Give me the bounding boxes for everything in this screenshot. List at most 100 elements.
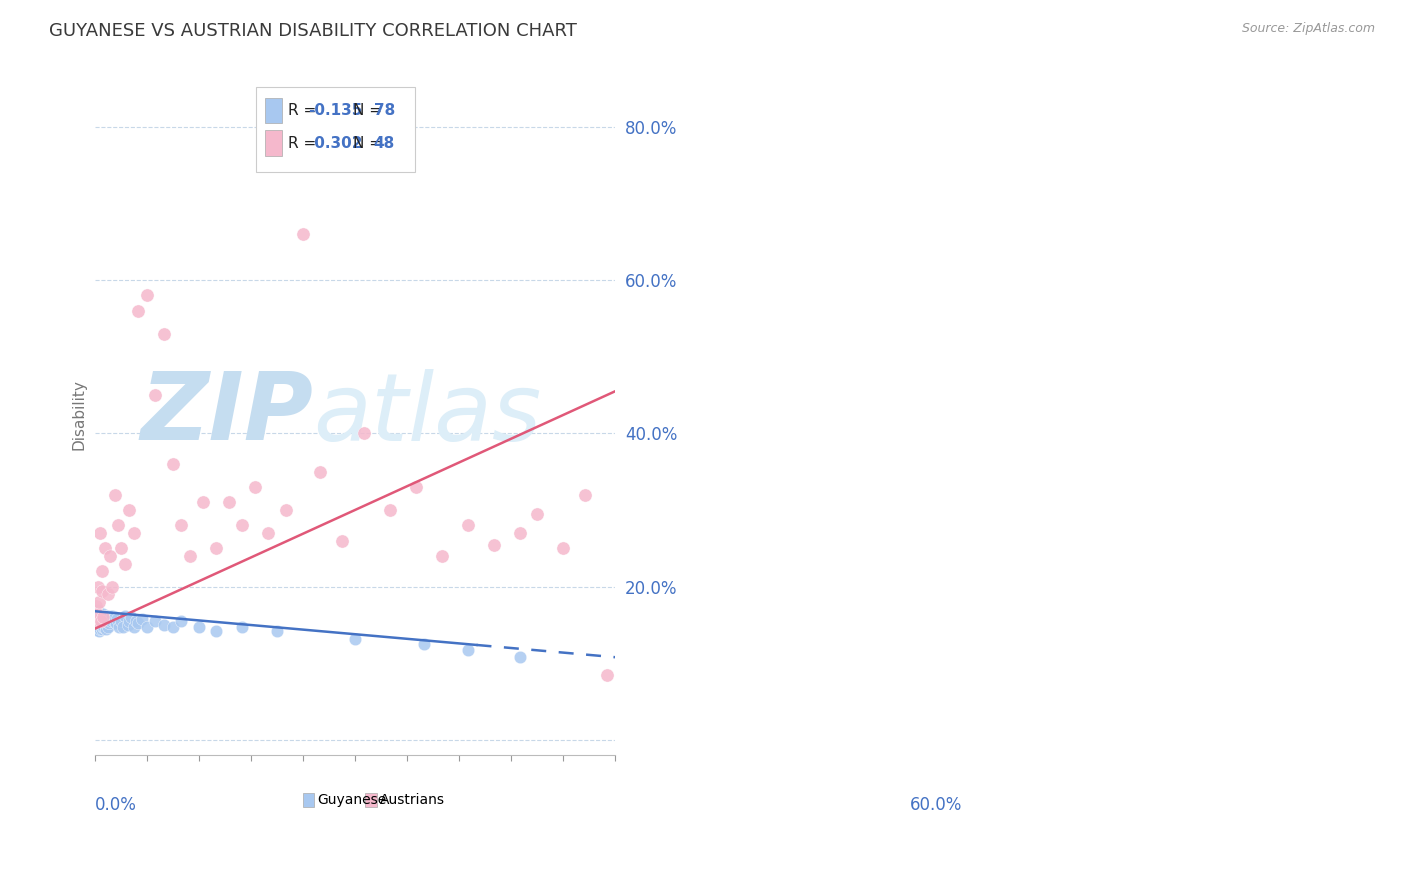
Point xyxy=(97,608,120,623)
Point xyxy=(266,624,288,639)
Y-axis label: Disability: Disability xyxy=(72,379,86,450)
Point xyxy=(509,650,531,665)
Point xyxy=(89,612,111,626)
Point xyxy=(84,608,107,623)
Point xyxy=(162,457,184,471)
Point xyxy=(87,607,110,621)
Point xyxy=(90,619,112,633)
Point xyxy=(170,614,193,628)
Point xyxy=(101,608,124,623)
Point xyxy=(127,616,149,631)
Text: R =: R = xyxy=(288,136,321,151)
Point xyxy=(114,557,136,571)
Point xyxy=(108,619,131,633)
Point xyxy=(143,614,166,628)
Point xyxy=(457,518,479,533)
Point xyxy=(86,612,108,626)
Point xyxy=(97,619,120,633)
Point xyxy=(84,599,107,613)
Text: atlas: atlas xyxy=(314,368,541,459)
Point xyxy=(205,624,228,639)
Point xyxy=(112,619,135,633)
Point xyxy=(84,614,107,628)
Point xyxy=(114,608,136,623)
Point xyxy=(187,619,209,633)
Point xyxy=(91,619,114,633)
Point xyxy=(98,549,121,563)
Point xyxy=(110,614,132,628)
Point xyxy=(353,426,375,441)
Point xyxy=(90,622,112,636)
Point xyxy=(122,619,145,633)
Point xyxy=(553,541,575,556)
Point xyxy=(93,608,115,623)
Point xyxy=(122,526,145,541)
Point xyxy=(482,537,505,551)
Text: 0.0%: 0.0% xyxy=(94,797,136,814)
Point xyxy=(98,612,121,626)
Point xyxy=(120,610,142,624)
FancyBboxPatch shape xyxy=(256,87,415,172)
Point xyxy=(97,587,120,601)
Point xyxy=(457,642,479,657)
Point xyxy=(179,549,201,563)
Point xyxy=(94,618,117,632)
Point xyxy=(86,610,108,624)
Point xyxy=(91,607,114,621)
Point xyxy=(100,614,122,628)
Point xyxy=(231,518,253,533)
Point xyxy=(97,612,120,626)
FancyBboxPatch shape xyxy=(366,793,377,806)
Point xyxy=(143,388,166,402)
Point xyxy=(94,608,117,623)
Point xyxy=(84,604,107,618)
Point xyxy=(90,614,112,628)
Text: 48: 48 xyxy=(374,136,395,151)
Point xyxy=(91,618,114,632)
Point xyxy=(89,607,111,621)
Point xyxy=(430,549,453,563)
FancyBboxPatch shape xyxy=(302,793,315,806)
Point xyxy=(86,624,108,638)
Point xyxy=(87,619,110,633)
Point xyxy=(87,595,110,609)
Point xyxy=(105,612,128,626)
Point xyxy=(103,610,125,624)
Point xyxy=(86,616,108,631)
Point xyxy=(595,668,617,682)
FancyBboxPatch shape xyxy=(264,130,281,156)
Text: GUYANESE VS AUSTRIAN DISABILITY CORRELATION CHART: GUYANESE VS AUSTRIAN DISABILITY CORRELAT… xyxy=(49,22,576,40)
Point xyxy=(405,480,427,494)
Point xyxy=(93,619,115,633)
Point xyxy=(135,619,157,633)
Point xyxy=(413,637,436,651)
Point xyxy=(94,541,117,556)
Point xyxy=(257,526,280,541)
Point xyxy=(86,607,108,621)
Point xyxy=(153,618,176,632)
Text: 78: 78 xyxy=(374,103,395,118)
Point xyxy=(153,326,176,341)
Text: -0.135: -0.135 xyxy=(308,103,363,118)
Point xyxy=(87,616,110,631)
Text: N =: N = xyxy=(353,136,387,151)
Point xyxy=(218,495,240,509)
Point xyxy=(94,622,117,636)
Text: Guyanese: Guyanese xyxy=(318,793,387,806)
Point xyxy=(110,541,132,556)
Point xyxy=(98,616,121,631)
Point xyxy=(84,619,107,633)
FancyBboxPatch shape xyxy=(264,97,281,123)
Point xyxy=(309,465,332,479)
Point xyxy=(84,618,107,632)
Point xyxy=(87,622,110,636)
Point xyxy=(90,608,112,623)
Point xyxy=(231,619,253,633)
Point xyxy=(125,614,148,628)
Point xyxy=(89,622,111,636)
Point xyxy=(343,632,366,646)
Point xyxy=(91,610,114,624)
Point xyxy=(94,612,117,626)
Point xyxy=(127,303,149,318)
Point xyxy=(107,518,129,533)
